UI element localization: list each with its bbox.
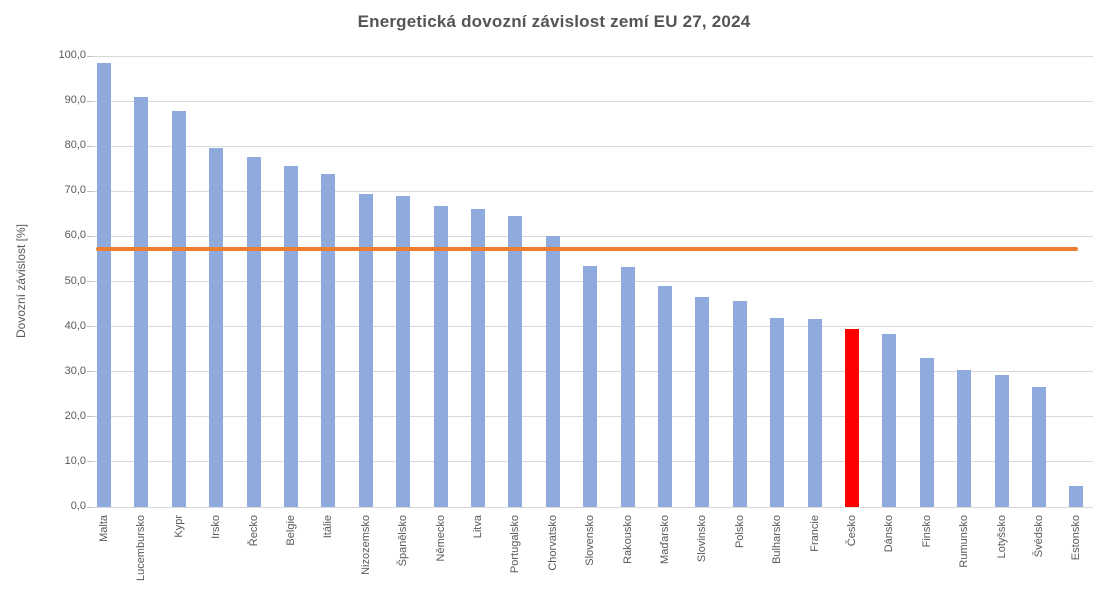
x-tick-label: Estonsko xyxy=(1070,515,1083,561)
bar xyxy=(358,194,373,507)
x-tick-label: Chorvatsko xyxy=(546,515,559,571)
x-tick-label: Slovensko xyxy=(584,515,597,566)
x-tick-label: Litva xyxy=(472,515,484,539)
bar xyxy=(732,300,747,507)
bar xyxy=(433,205,448,507)
y-tick-label: 80,0 xyxy=(64,139,86,152)
gridline xyxy=(93,190,1093,192)
y-tick-label: 90,0 xyxy=(64,94,86,107)
x-tick-label: Lucembursko xyxy=(135,515,148,582)
bar xyxy=(583,266,598,507)
x-tick-label: Nizozemsko xyxy=(359,515,372,575)
x-tick-label: Slovinsko xyxy=(696,515,709,563)
gridline xyxy=(93,235,1093,237)
y-axis-tick xyxy=(87,145,93,147)
x-tick-label: Finsko xyxy=(920,515,933,548)
y-axis-tick xyxy=(87,100,93,102)
bar xyxy=(97,63,111,507)
y-axis-tick xyxy=(87,416,93,418)
bar xyxy=(134,96,149,507)
bar xyxy=(695,297,710,507)
bar xyxy=(246,156,261,507)
y-tick-label: 60,0 xyxy=(64,229,86,242)
bar xyxy=(807,318,822,507)
bar xyxy=(994,375,1009,507)
x-tick-label: Lotyšsko xyxy=(995,515,1008,559)
y-axis-tick xyxy=(87,326,93,328)
bar xyxy=(171,111,186,507)
bar xyxy=(471,209,485,507)
bar xyxy=(209,148,224,507)
y-axis-tick xyxy=(87,235,93,237)
x-tick-label: Kypr xyxy=(172,515,185,538)
y-axis-tick xyxy=(87,506,93,508)
x-tick-label: Polsko xyxy=(733,515,746,549)
plot-area xyxy=(93,55,1093,508)
chart-title: Energetická dovozní závislost zemí EU 27… xyxy=(357,12,751,31)
y-axis-tick xyxy=(87,371,93,373)
bar xyxy=(545,236,560,507)
reference-line-eu-average xyxy=(96,247,1078,252)
x-tick-label: Itálie xyxy=(322,515,335,539)
bar xyxy=(770,317,785,507)
x-tick-label: Irsko xyxy=(210,515,223,539)
x-tick-label: Řecko xyxy=(247,515,260,547)
y-tick-label: 0,0 xyxy=(70,500,86,512)
x-tick-label: Rumunsko xyxy=(958,515,971,568)
y-tick-label: 40,0 xyxy=(64,319,86,332)
x-tick-label: Švédsko xyxy=(1033,515,1045,558)
bar xyxy=(284,166,298,507)
y-axis-tick xyxy=(87,55,93,57)
bar-highlight-cesko xyxy=(845,328,859,507)
x-tick-label: Dánsko xyxy=(883,515,896,553)
bar xyxy=(1032,387,1046,507)
y-axis-tick xyxy=(87,190,93,192)
bar xyxy=(957,370,972,507)
bar xyxy=(919,358,934,507)
bar xyxy=(882,334,897,507)
y-tick-label: 20,0 xyxy=(64,409,86,422)
x-tick-label: Malta xyxy=(98,515,110,542)
x-tick-label: Portugalsko xyxy=(509,515,522,574)
x-tick-label: Maďarsko xyxy=(659,515,671,564)
y-tick-label: 30,0 xyxy=(64,364,86,377)
bar xyxy=(396,196,411,507)
y-tick-label: 70,0 xyxy=(64,184,86,197)
x-tick-label: Bulharsko xyxy=(771,515,784,564)
y-axis-tick xyxy=(87,281,93,282)
y-axis-tick xyxy=(87,461,93,463)
bar xyxy=(658,286,672,507)
x-tick-label: Česko xyxy=(846,515,858,547)
gridline xyxy=(93,55,1093,57)
x-tick-label: Francie xyxy=(808,515,821,552)
x-tick-label: Španělsko xyxy=(397,515,410,567)
x-tick-label: Rakousko xyxy=(621,515,634,564)
x-tick-label: Belgie xyxy=(285,515,297,546)
gridline xyxy=(93,506,1093,508)
y-tick-label: 100,0 xyxy=(58,49,86,61)
bar xyxy=(508,216,523,507)
gridline xyxy=(93,145,1093,147)
gridline xyxy=(93,100,1093,102)
y-tick-label: 50,0 xyxy=(64,274,86,287)
y-tick-label: 10,0 xyxy=(64,454,86,467)
bar xyxy=(1069,485,1084,507)
x-tick-label: Německo xyxy=(434,515,447,562)
bar xyxy=(620,267,635,507)
bar xyxy=(321,174,336,507)
